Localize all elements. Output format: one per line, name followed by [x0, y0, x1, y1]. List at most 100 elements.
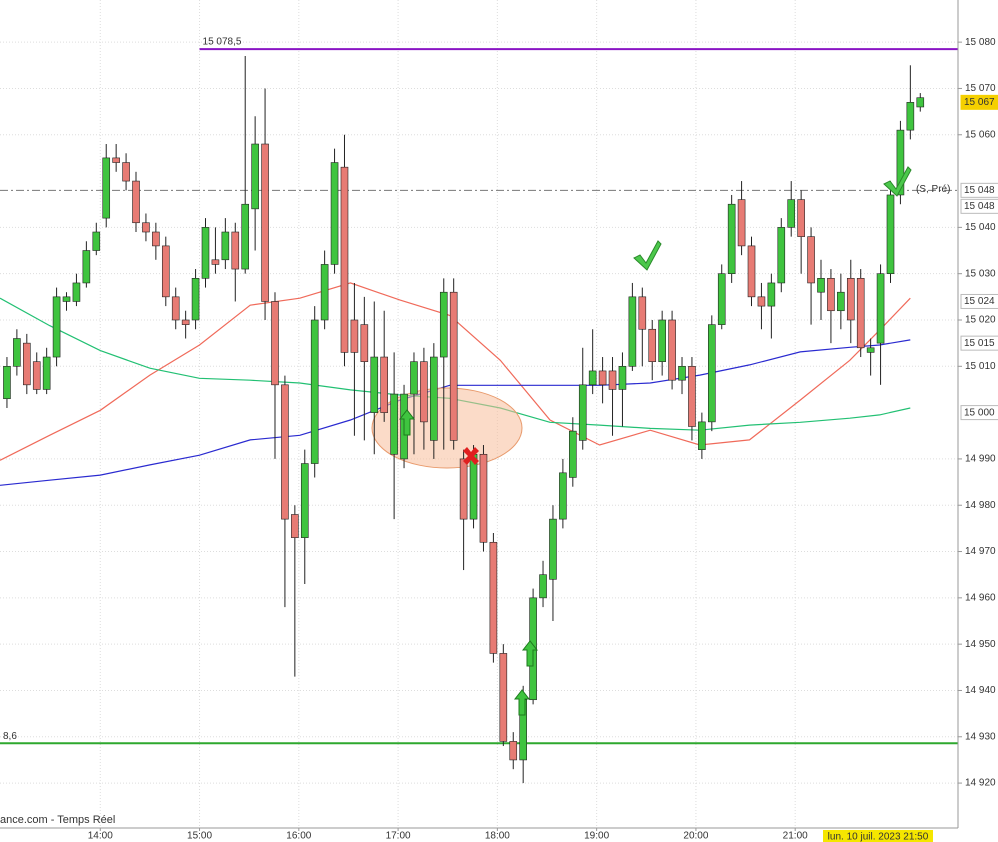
cursor-date-box	[823, 830, 933, 842]
candle-body	[191, 278, 200, 321]
candle-body	[916, 97, 925, 108]
y-tick-label: 14 940	[965, 685, 996, 696]
y-tick-label: 14 930	[965, 731, 996, 742]
candle-body	[846, 278, 855, 321]
candle-body	[896, 129, 905, 196]
candle-body	[122, 162, 130, 182]
candle-body	[291, 514, 299, 538]
price-tag	[960, 94, 998, 110]
candle-body	[707, 324, 716, 423]
price-tag	[960, 182, 998, 198]
price-tag	[960, 335, 998, 351]
y-tick-label: 15 020	[965, 315, 996, 326]
candle-body	[727, 203, 736, 274]
y-tick-label: 15 040	[965, 222, 996, 233]
candle-body	[231, 231, 240, 270]
candle-body	[430, 356, 438, 441]
candle-body	[747, 245, 756, 298]
candle-body	[211, 259, 220, 265]
candle-body	[827, 278, 835, 312]
buy-arrow	[513, 689, 531, 716]
candle-body	[777, 227, 786, 284]
candle-body	[221, 231, 230, 261]
candle-body	[886, 194, 895, 274]
candle-body	[767, 282, 776, 307]
candle-body	[281, 384, 289, 520]
candle-body	[668, 319, 676, 381]
candle-body	[588, 370, 597, 386]
check-mark	[883, 166, 912, 197]
candle-body	[271, 301, 279, 386]
annotations	[398, 166, 912, 716]
candle-body	[181, 319, 190, 325]
x-tick-label: 21:00	[783, 831, 808, 842]
candle-body	[489, 541, 498, 654]
candle-body	[638, 296, 647, 330]
reference-label: (S, Pré)	[916, 184, 950, 195]
candle-body	[171, 296, 180, 321]
candle-body	[380, 356, 388, 413]
y-axis-panel	[958, 0, 998, 842]
candle-body	[13, 338, 21, 367]
candle-body	[82, 250, 91, 284]
candle-body	[569, 430, 577, 478]
candle-body	[678, 366, 686, 381]
y-tick-label: 15 060	[965, 129, 996, 140]
candle-body	[132, 180, 140, 224]
candle-body	[330, 162, 339, 265]
candle-body	[787, 199, 796, 228]
candle-body	[390, 393, 398, 455]
candle-body	[499, 653, 508, 742]
candle-body	[261, 143, 269, 302]
candle-body	[241, 203, 250, 270]
y-tick-label: 15 010	[965, 361, 996, 372]
price-tag-label: 15 067	[964, 97, 995, 108]
price-tag	[960, 405, 998, 421]
x-tick-label: 18:00	[485, 831, 510, 842]
candle-body	[439, 291, 448, 358]
candle-body	[320, 264, 329, 321]
candle-body	[420, 361, 428, 423]
candle-body	[797, 199, 805, 237]
candle-body	[360, 324, 369, 362]
candle-body	[837, 291, 845, 312]
candle-body	[658, 319, 666, 362]
candle-body	[92, 231, 101, 251]
price-tag-label: 15 000	[964, 407, 995, 418]
candle-body	[509, 741, 518, 761]
candle-body	[608, 370, 617, 390]
candle-body	[300, 463, 309, 538]
candle-body	[817, 278, 825, 293]
candle-body	[449, 291, 458, 441]
y-tick-label: 14 960	[965, 592, 996, 603]
candle-body	[469, 453, 478, 520]
y-tick-label: 14 920	[965, 778, 996, 789]
candle-body	[52, 296, 61, 358]
axes: 15 080 15 070 15 060 15 040 15 030 15 020 15 0…	[88, 37, 998, 842]
candle-body	[757, 296, 766, 307]
y-tick-label: 14 980	[965, 500, 996, 511]
candle-body	[102, 157, 111, 219]
highlight-zone	[371, 387, 523, 469]
candle-body	[42, 356, 51, 390]
candle-body	[648, 328, 657, 362]
candle-body	[807, 236, 815, 284]
x-tick-label: 16:00	[286, 831, 311, 842]
candle-body	[717, 273, 726, 325]
candle-body	[152, 231, 160, 247]
candle-body	[340, 166, 349, 353]
candle-body	[876, 273, 885, 344]
candle-body	[350, 319, 359, 353]
y-tick-label: 15 080	[965, 37, 996, 48]
y-tick-label: 14 990	[965, 454, 996, 465]
watermark: ance.com - Temps Réel	[0, 814, 115, 826]
candle-body	[310, 319, 319, 464]
check-mark	[633, 240, 662, 271]
x-tick-label: 19:00	[584, 831, 609, 842]
candle-body	[628, 296, 637, 367]
candle-body	[698, 421, 706, 450]
cursor-date: lun. 10 juil. 2023 21:50	[828, 832, 929, 842]
level-label: 8,6	[3, 731, 17, 742]
sell-marker	[463, 447, 479, 465]
